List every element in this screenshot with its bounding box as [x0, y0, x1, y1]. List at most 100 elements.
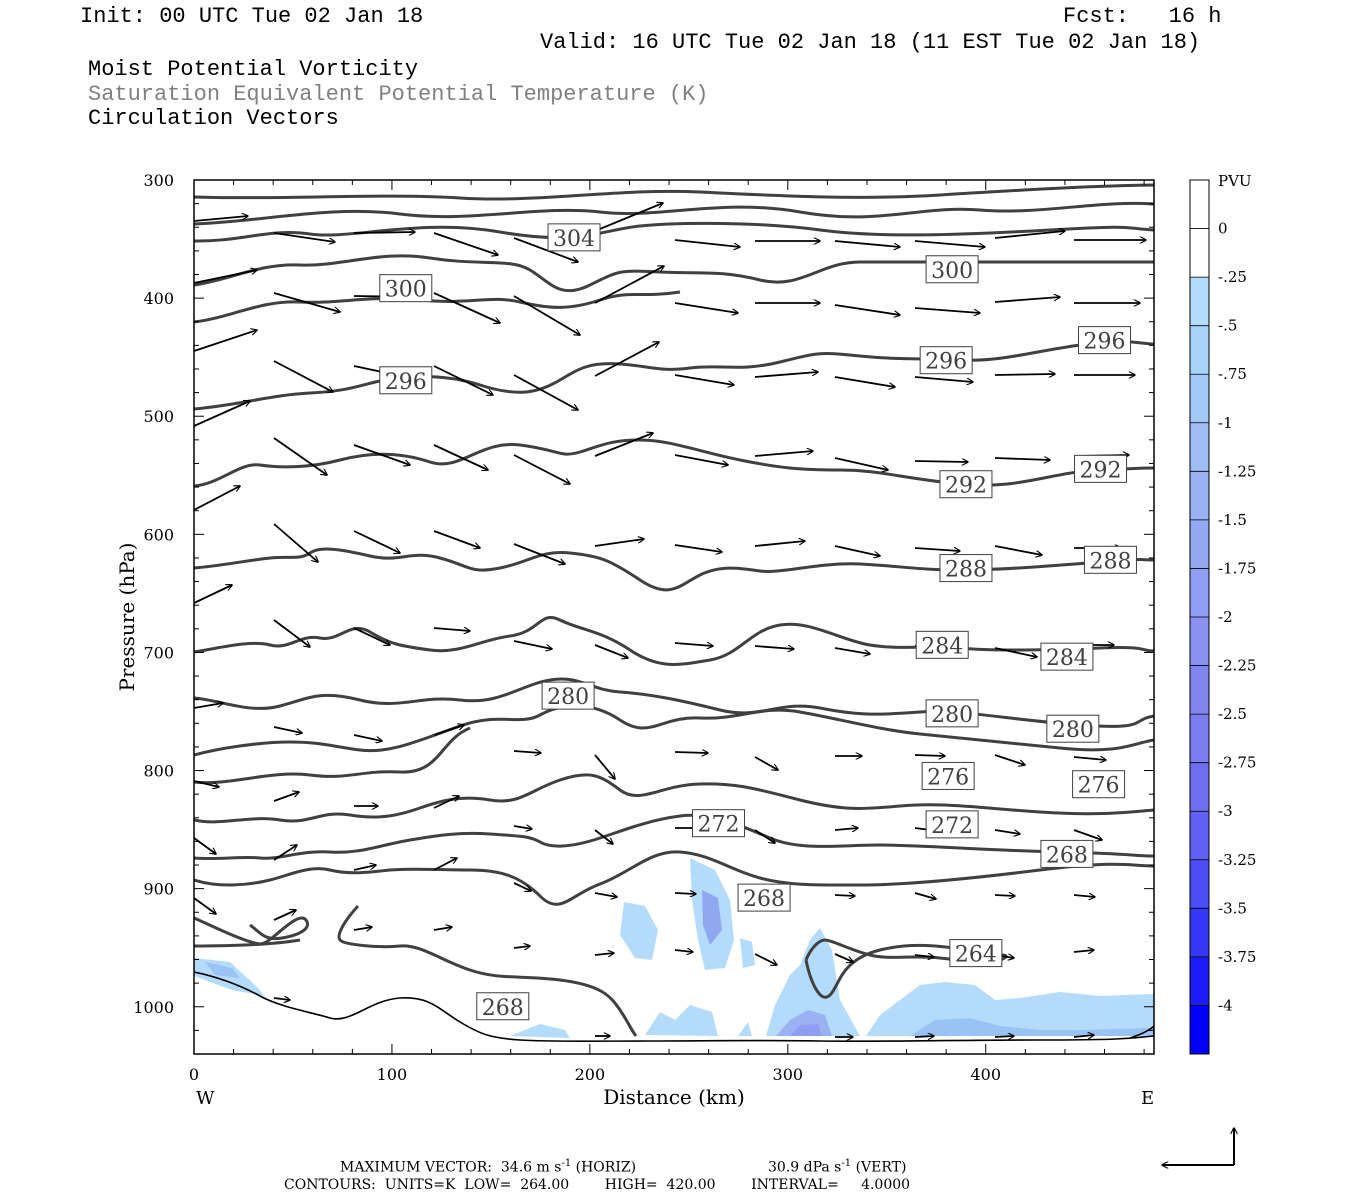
vector-arrow — [994, 458, 1050, 460]
colorbar-cell — [1190, 228, 1209, 278]
y-tick-label: 400 — [143, 289, 174, 308]
colorbar-cell — [1190, 277, 1209, 327]
vector-arrow — [433, 232, 498, 255]
contour-label: 268 — [737, 883, 791, 912]
colorbar-label: -2.25 — [1218, 657, 1256, 675]
vector-arrow — [674, 950, 693, 952]
terrain-surface-line — [194, 971, 1154, 1043]
pv-area-east-core — [910, 1018, 1154, 1036]
svg-text:284: 284 — [1046, 646, 1088, 671]
vector-arrow — [754, 541, 805, 547]
vector-arrow — [433, 292, 500, 323]
pv-shading — [194, 858, 1154, 1038]
vector-arrow — [1073, 829, 1102, 840]
contour-line — [194, 938, 301, 948]
vector-arrow — [1073, 895, 1095, 897]
vector-arrow — [433, 927, 452, 930]
axis-ticks — [193, 179, 1154, 1055]
svg-text:304: 304 — [553, 227, 595, 252]
vector-arrow — [353, 627, 390, 645]
colorbar-cell — [1190, 519, 1209, 569]
svg-text:280: 280 — [931, 703, 973, 728]
horiz-value: 34.6 m s — [500, 1159, 562, 1176]
title-theta-es: Saturation Equivalent Potential Temperat… — [88, 82, 709, 107]
vector-arrow — [353, 530, 400, 553]
vector-arrow — [513, 882, 531, 891]
horiz-exponent: -1 — [561, 1158, 572, 1169]
contour-line — [194, 726, 471, 785]
vector-arrow — [754, 829, 775, 843]
colorbar-label: -1.5 — [1218, 511, 1247, 529]
vector-arrow — [674, 239, 740, 247]
vector-arrow — [433, 796, 459, 809]
colorbar-label: -3.5 — [1218, 899, 1247, 917]
vector-arrow — [594, 342, 659, 377]
vector-arrow — [273, 845, 297, 861]
vector-arrow — [834, 304, 900, 315]
y-tick-label: 700 — [143, 643, 174, 662]
vector-arrow — [834, 895, 855, 896]
contour-label: 292 — [939, 470, 993, 499]
vector-arrow — [594, 953, 614, 955]
vector-arrow — [353, 734, 382, 741]
vector-arrow — [353, 927, 372, 930]
vector-arrow — [433, 365, 493, 395]
vector-arrow — [834, 376, 895, 387]
vector-arrow — [193, 270, 257, 284]
contour-label: 284 — [1040, 642, 1094, 671]
vector-arrow — [594, 203, 663, 232]
colorbar-cell — [1190, 811, 1209, 861]
svg-text:280: 280 — [1052, 718, 1094, 743]
contour-label: 304 — [547, 223, 601, 252]
contour-line — [194, 704, 1154, 757]
colorbar-label: -1.25 — [1218, 462, 1256, 480]
vector-arrow — [273, 523, 318, 562]
vector-arrow — [754, 372, 818, 378]
contour-label: 288 — [1083, 545, 1137, 574]
vector-arrow — [914, 892, 936, 899]
colorbar-label: -2.75 — [1218, 754, 1256, 772]
vert-exponent: -1 — [841, 1158, 852, 1169]
max-vector-label: MAXIMUM VECTOR: — [340, 1159, 492, 1176]
colorbar-label: -2.5 — [1218, 705, 1247, 723]
contour-label: 300 — [379, 274, 433, 303]
colorbar-label: -1 — [1218, 414, 1233, 432]
vector-arrow — [994, 647, 1037, 657]
pv-area-mid1 — [620, 902, 658, 960]
colorbar-cell — [1190, 665, 1209, 715]
vector-arrow — [273, 437, 327, 475]
contour-label: 280 — [541, 681, 595, 710]
vert-unit: (VERT) — [855, 1159, 907, 1176]
vector-arrow — [193, 837, 216, 854]
vector-arrow — [994, 297, 1060, 303]
vector-arrow — [674, 544, 722, 552]
y-tick-label: 500 — [143, 407, 174, 426]
contour-label: 268 — [1040, 839, 1094, 868]
svg-text:276: 276 — [1078, 774, 1120, 799]
svg-text:292: 292 — [945, 474, 987, 499]
contour-label: 272 — [692, 809, 746, 838]
valid-time: Valid: 16 UTC Tue 02 Jan 18 (11 EST Tue … — [540, 30, 1201, 55]
vector-arrow — [914, 548, 960, 551]
vector-arrow — [513, 237, 578, 262]
vector-arrow — [273, 792, 299, 802]
vector-arrow — [994, 895, 1015, 896]
colorbar-label: -3.25 — [1218, 851, 1256, 869]
contour-label: 280 — [925, 699, 979, 728]
horiz-unit: (HORIZ) — [575, 1159, 637, 1176]
colorbar-cell — [1190, 859, 1209, 909]
svg-text:268: 268 — [482, 996, 524, 1021]
vector-arrow — [353, 444, 410, 465]
vector-arrow — [1073, 757, 1106, 760]
colorbar-cell — [1190, 374, 1209, 424]
vector-arrow — [273, 292, 340, 312]
colorbar-cell — [1190, 714, 1209, 764]
x-axis-west-label: W — [196, 1088, 215, 1109]
vector-arrow — [834, 545, 880, 556]
vector-arrow — [834, 240, 900, 247]
vector-arrow — [433, 725, 464, 736]
vector-arrow — [994, 374, 1055, 375]
colorbar-cell — [1190, 908, 1209, 958]
vector-arrow — [994, 1036, 1014, 1037]
